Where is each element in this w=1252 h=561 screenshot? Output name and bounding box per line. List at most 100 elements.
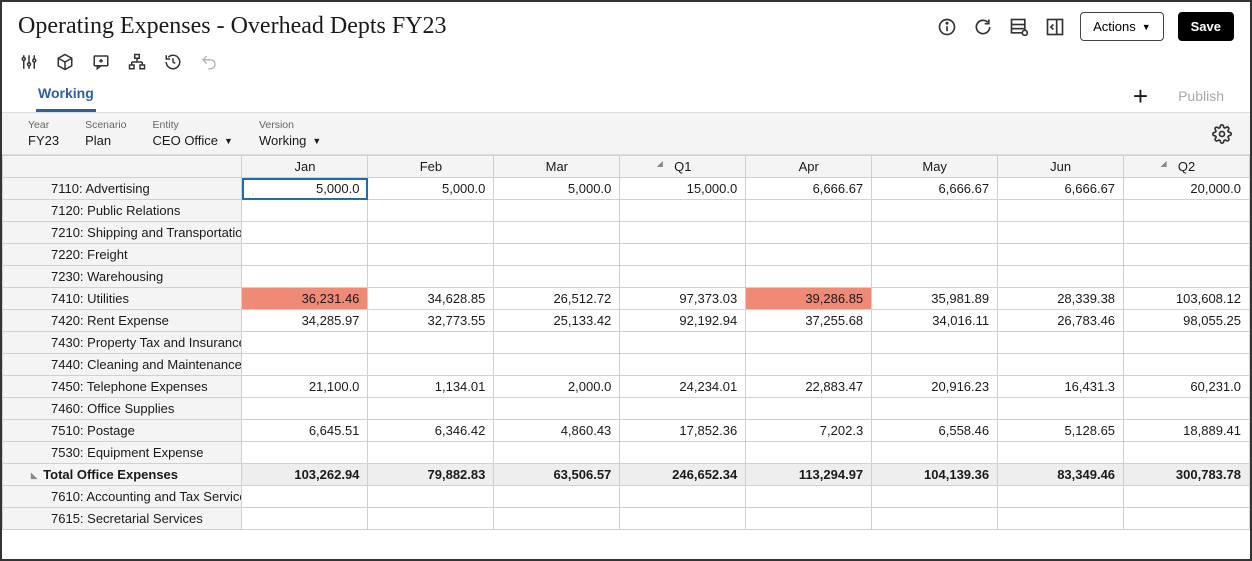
data-cell[interactable]: 39,286.85 xyxy=(746,288,872,310)
row-header[interactable]: 7440: Cleaning and Maintenance xyxy=(3,354,242,376)
data-cell[interactable] xyxy=(1124,398,1250,420)
save-button[interactable]: Save xyxy=(1178,12,1234,41)
column-header[interactable]: Q2 xyxy=(1124,156,1250,178)
data-cell[interactable] xyxy=(746,244,872,266)
data-cell[interactable] xyxy=(998,508,1124,530)
tab-working[interactable]: Working xyxy=(36,79,96,112)
row-header[interactable]: 7230: Warehousing xyxy=(3,266,242,288)
data-cell[interactable] xyxy=(872,222,998,244)
data-cell[interactable]: 6,666.67 xyxy=(998,178,1124,200)
data-cell[interactable] xyxy=(242,222,368,244)
adjust-icon[interactable] xyxy=(20,53,38,71)
data-cell[interactable] xyxy=(872,266,998,288)
data-cell[interactable]: 92,192.94 xyxy=(620,310,746,332)
data-cell[interactable] xyxy=(620,332,746,354)
data-cell[interactable] xyxy=(998,200,1124,222)
data-cell[interactable] xyxy=(1124,200,1250,222)
data-cell[interactable] xyxy=(1124,332,1250,354)
panel-icon[interactable] xyxy=(1044,16,1066,38)
row-header[interactable]: 7210: Shipping and Transportation xyxy=(3,222,242,244)
row-header[interactable]: 7430: Property Tax and Insurance xyxy=(3,332,242,354)
column-header[interactable]: Apr xyxy=(746,156,872,178)
data-cell[interactable]: 6,558.46 xyxy=(872,420,998,442)
data-cell[interactable]: 26,512.72 xyxy=(494,288,620,310)
column-header[interactable]: Q1 xyxy=(620,156,746,178)
data-cell[interactable]: 5,000.0 xyxy=(368,178,494,200)
pov-scenario[interactable]: Scenario Plan xyxy=(85,119,126,148)
data-cell[interactable]: 5,000.0 xyxy=(494,178,620,200)
data-cell[interactable] xyxy=(368,508,494,530)
data-cell[interactable]: 103,608.12 xyxy=(1124,288,1250,310)
data-cell[interactable]: 32,773.55 xyxy=(368,310,494,332)
data-cell[interactable] xyxy=(872,508,998,530)
data-cell[interactable] xyxy=(242,244,368,266)
data-cell[interactable]: 5,128.65 xyxy=(998,420,1124,442)
gear-icon[interactable] xyxy=(1212,124,1232,144)
data-cell[interactable] xyxy=(368,398,494,420)
data-cell[interactable]: 34,285.97 xyxy=(242,310,368,332)
data-cell[interactable] xyxy=(242,266,368,288)
data-cell[interactable] xyxy=(242,398,368,420)
data-cell[interactable]: 35,981.89 xyxy=(872,288,998,310)
data-cell[interactable] xyxy=(998,332,1124,354)
data-cell[interactable] xyxy=(1124,244,1250,266)
data-cell[interactable]: 20,916.23 xyxy=(872,376,998,398)
data-cell[interactable]: 1,134.01 xyxy=(368,376,494,398)
data-cell[interactable] xyxy=(1124,486,1250,508)
data-cell[interactable] xyxy=(620,442,746,464)
data-cell[interactable] xyxy=(368,442,494,464)
data-cell[interactable] xyxy=(746,508,872,530)
data-cell[interactable] xyxy=(998,486,1124,508)
data-cell[interactable]: 20,000.0 xyxy=(1124,178,1250,200)
data-cell[interactable] xyxy=(368,244,494,266)
data-cell[interactable]: 104,139.36 xyxy=(872,464,998,486)
data-cell[interactable]: 79,882.83 xyxy=(368,464,494,486)
data-cell[interactable] xyxy=(494,442,620,464)
data-cell[interactable] xyxy=(872,442,998,464)
data-cell[interactable] xyxy=(242,354,368,376)
undo-icon[interactable] xyxy=(200,53,218,71)
data-cell[interactable] xyxy=(746,222,872,244)
grid-settings-icon[interactable] xyxy=(1008,16,1030,38)
data-cell[interactable]: 36,231.46 xyxy=(242,288,368,310)
data-cell[interactable] xyxy=(620,266,746,288)
data-cell[interactable] xyxy=(494,200,620,222)
data-cell[interactable] xyxy=(494,508,620,530)
data-cell[interactable] xyxy=(494,486,620,508)
row-header[interactable]: 7615: Secretarial Services xyxy=(3,508,242,530)
data-cell[interactable] xyxy=(242,486,368,508)
data-cell[interactable] xyxy=(620,200,746,222)
pov-version[interactable]: Version Working▼ xyxy=(259,119,321,148)
data-cell[interactable]: 34,628.85 xyxy=(368,288,494,310)
pov-entity[interactable]: Entity CEO Office▼ xyxy=(153,119,233,148)
data-cell[interactable] xyxy=(620,486,746,508)
data-cell[interactable] xyxy=(872,486,998,508)
row-header[interactable]: 7610: Accounting and Tax Services xyxy=(3,486,242,508)
data-cell[interactable]: 5,000.0 xyxy=(242,178,368,200)
data-cell[interactable]: 34,016.11 xyxy=(872,310,998,332)
row-header[interactable]: 7220: Freight xyxy=(3,244,242,266)
data-cell[interactable] xyxy=(872,332,998,354)
data-cell[interactable]: 6,346.42 xyxy=(368,420,494,442)
data-cell[interactable] xyxy=(620,398,746,420)
data-cell[interactable]: 83,349.46 xyxy=(998,464,1124,486)
data-cell[interactable]: 6,666.67 xyxy=(746,178,872,200)
data-cell[interactable] xyxy=(368,354,494,376)
data-cell[interactable]: 21,100.0 xyxy=(242,376,368,398)
row-header[interactable]: 7530: Equipment Expense xyxy=(3,442,242,464)
column-header[interactable]: May xyxy=(872,156,998,178)
data-cell[interactable] xyxy=(872,244,998,266)
data-cell[interactable] xyxy=(620,508,746,530)
row-header[interactable]: 7510: Postage xyxy=(3,420,242,442)
data-cell[interactable] xyxy=(494,222,620,244)
data-cell[interactable] xyxy=(746,332,872,354)
column-header[interactable]: Jan xyxy=(242,156,368,178)
data-cell[interactable]: 4,860.43 xyxy=(494,420,620,442)
data-cell[interactable] xyxy=(242,200,368,222)
data-cell[interactable] xyxy=(494,332,620,354)
data-cell[interactable]: 24,234.01 xyxy=(620,376,746,398)
hierarchy-icon[interactable] xyxy=(128,53,146,71)
row-header[interactable]: 7120: Public Relations xyxy=(3,200,242,222)
data-cell[interactable]: 300,783.78 xyxy=(1124,464,1250,486)
data-cell[interactable]: 6,666.67 xyxy=(872,178,998,200)
